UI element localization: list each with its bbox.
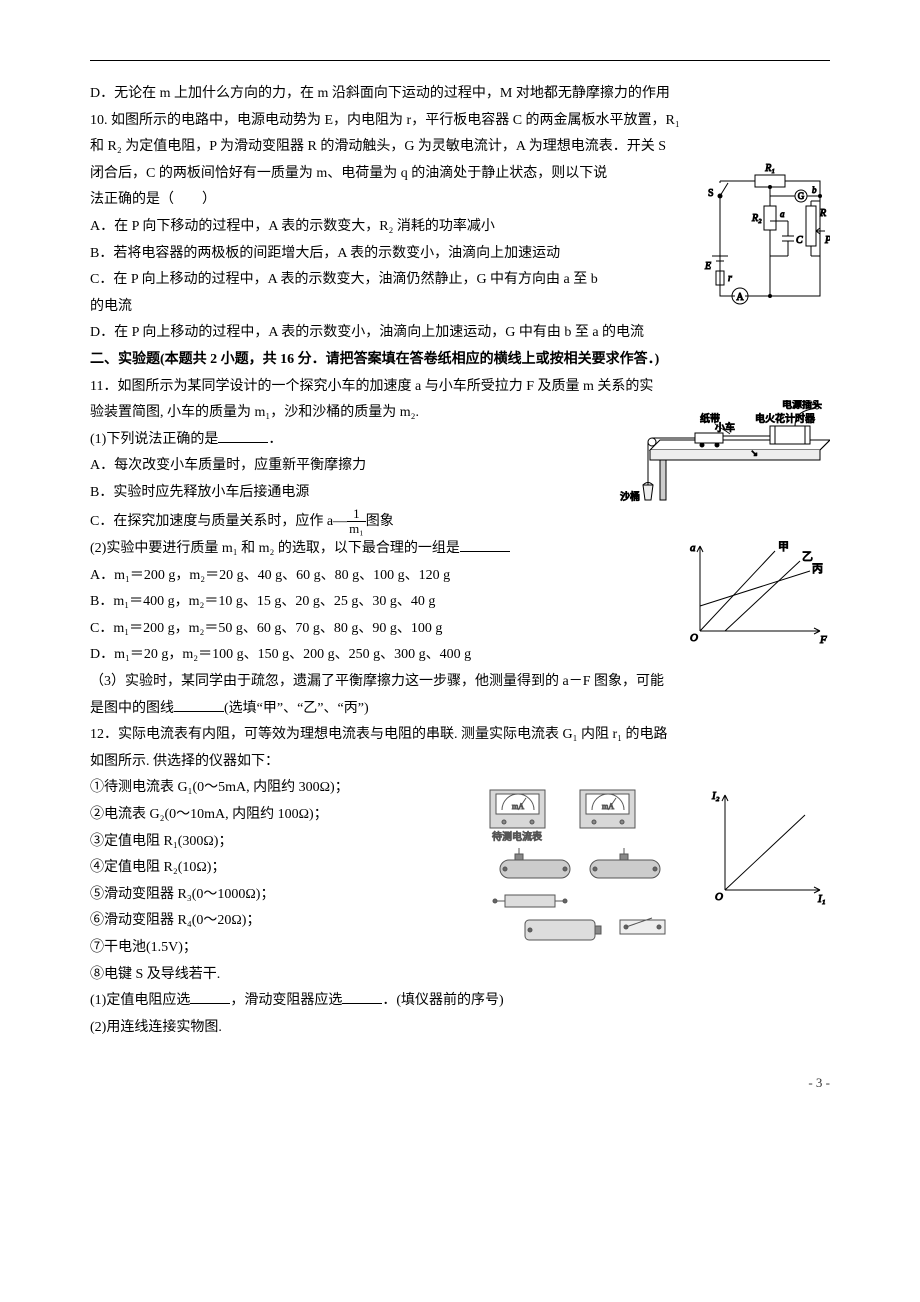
svg-text:待测电流表: 待测电流表 (492, 830, 542, 843)
svg-text:↘: ↘ (750, 448, 758, 458)
q11-graph-figure: a F O 甲 乙 丙 (680, 536, 830, 646)
q10-stem-2: 和 R₂ 为定值电阻，P 为滑动变阻器 R 的滑动触头，G 为灵敏电流计，A 为… (90, 134, 830, 161)
q11-p1-text: (1)下列说法正确的是 (90, 432, 218, 447)
svg-text:沙桶: 沙桶 (620, 490, 640, 503)
svg-text:O: O (715, 891, 723, 903)
q12-stem-1: 12．实际电流表有内阻，可等效为理想电流表与电阻的串联. 测量实际电流表 G₁ … (90, 722, 830, 749)
page-content: D．无论在 m 上加什么方向的力，在 m 沿斜面向下运动的过程中，M 对地都无静… (90, 81, 830, 1041)
svg-text:电火花计时器: 电火花计时器 (755, 412, 815, 425)
q12-i7: ⑦干电池(1.5V)； (90, 935, 830, 962)
svg-text:丙: 丙 (812, 563, 823, 575)
circuit-svg: R₁ S E r A R₂ (700, 161, 830, 311)
q11-apparatus-figure: 电源插头 纸带 ↘ 电火花计时器 小车 沙桶 (590, 400, 830, 510)
q12-p2: (2)用连线连接实物图. (90, 1015, 830, 1042)
svg-text:I₁: I₁ (817, 893, 826, 905)
section2-title: 二、实验题(本题共 2 小题，共 16 分．请把答案填在答卷纸相应的横线上或按相… (90, 347, 830, 374)
svg-text:R: R (819, 208, 826, 219)
q12-circuit-svg: mA 待测电流表 mA (470, 780, 690, 950)
q11-p3-blank[interactable] (174, 697, 224, 712)
q12-circuit-figure: mA 待测电流表 mA (470, 780, 690, 950)
q10-stem-1: 10. 如图所示的电路中，电源电动势为 E，内电阻为 r，平行板电容器 C 的两… (90, 108, 830, 135)
q11-p2-text: (2)实验中要进行质量 m₁ 和 m₂ 的选取，以下最合理的一组是 (90, 541, 460, 556)
svg-text:a: a (690, 542, 696, 554)
q12-p1: (1)定值电阻应选，滑动变阻器应选．(填仪器前的序号) (90, 988, 830, 1015)
svg-text:a: a (780, 209, 785, 219)
svg-text:小车: 小车 (715, 421, 735, 434)
q11-p1-blank[interactable] (218, 428, 268, 443)
af-graph-svg: a F O 甲 乙 丙 (680, 536, 830, 646)
svg-text:E: E (704, 261, 711, 272)
q12-i8: ⑧电键 S 及导线若干. (90, 962, 830, 989)
q11-p3b: 是图中的图线(选填“甲”、“乙”、“丙”) (90, 696, 830, 723)
q12-i6: ⑥滑动变阻器 R₄(0～20Ω)； (90, 908, 830, 935)
q12-p1-blank1[interactable] (190, 989, 230, 1004)
svg-text:b: b (812, 185, 817, 195)
q12-p1-blank2[interactable] (342, 989, 382, 1004)
q11-optC-post: 图象 (366, 514, 394, 529)
q11-p3a: （3）实验时，某同学由于疏忽，遗漏了平衡摩擦力这一步骤，他测量得到的 a－F 图… (90, 669, 830, 696)
q11-p2-blank[interactable] (460, 537, 510, 552)
svg-text:S: S (708, 188, 714, 199)
i1i2-graph-svg: I₂ I₁ O (710, 785, 830, 905)
svg-text:甲: 甲 (778, 541, 789, 553)
svg-text:I₂: I₂ (711, 790, 720, 802)
svg-text:mA: mA (512, 802, 524, 811)
svg-text:P: P (824, 235, 830, 246)
svg-text:乙: 乙 (802, 550, 813, 563)
q11-stem-1: 11．如图所示为某同学设计的一个探究小车的加速度 a 与小车所受拉力 F 及质量… (90, 374, 830, 401)
q9-optD: D．无论在 m 上加什么方向的力，在 m 沿斜面向下运动的过程中，M 对地都无静… (90, 81, 830, 108)
q11-frac: 1m₁ (347, 507, 366, 537)
q12-graph-figure: I₂ I₁ O (710, 785, 830, 905)
svg-text:R₁: R₁ (764, 163, 775, 174)
svg-text:C: C (796, 235, 803, 246)
svg-text:G: G (798, 191, 805, 201)
q12-stem-2: 如图所示. 供选择的仪器如下： (90, 749, 830, 776)
apparatus-svg: 电源插头 纸带 ↘ 电火花计时器 小车 沙桶 (590, 400, 830, 510)
q11-optC-pre: C．在探究加速度与质量关系时，应作 a— (90, 514, 347, 529)
svg-text:r: r (728, 273, 732, 284)
svg-text:R₂: R₂ (751, 213, 762, 224)
q10-optD: D．在 P 向上移动的过程中，A 表的示数变小，油滴向上加速运动，G 中有由 b… (90, 320, 830, 347)
header-rule (90, 60, 830, 61)
svg-text:电源插头: 电源插头 (782, 400, 822, 411)
svg-text:F: F (819, 634, 827, 646)
q11-p2D: D．m₁＝20 g，m₂＝100 g、150 g、200 g、250 g、300… (90, 642, 830, 669)
svg-text:A: A (736, 292, 744, 303)
q11-optC: C．在探究加速度与质量关系时，应作 a—1m₁图象 (90, 507, 830, 537)
svg-text:mA: mA (602, 802, 614, 811)
svg-text:O: O (690, 632, 698, 644)
page-number: - 3 - (90, 1071, 830, 1096)
q10-circuit-figure: R₁ S E r A R₂ (700, 161, 830, 311)
